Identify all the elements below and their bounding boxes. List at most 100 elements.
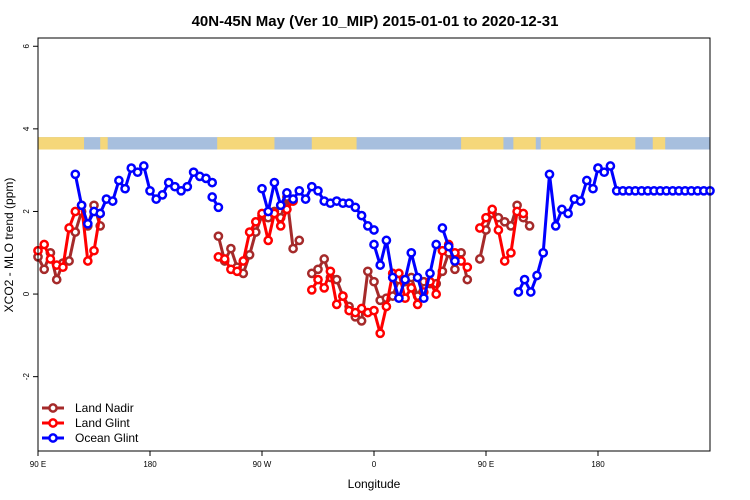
data-point-land-glint bbox=[350, 307, 361, 318]
y-tick-label: 2 bbox=[22, 209, 31, 214]
data-point-land-nadir bbox=[356, 316, 367, 326]
data-point-land-nadir bbox=[226, 243, 236, 254]
data-point-land-nadir bbox=[51, 274, 62, 285]
data-point-ocean-glint bbox=[362, 221, 373, 231]
legend-swatch-marker bbox=[48, 433, 58, 443]
legend-label: Land Glint bbox=[75, 416, 130, 430]
y-tick-label: 6 bbox=[22, 43, 31, 48]
data-point-ocean-glint bbox=[550, 221, 561, 231]
x-axis-label: Longitude bbox=[348, 477, 401, 491]
data-point-ocean-glint bbox=[151, 194, 162, 204]
data-point-ocean-glint bbox=[294, 185, 305, 196]
data-point-ocean-glint bbox=[207, 192, 218, 202]
data-point-land-nadir bbox=[288, 243, 298, 254]
series-ocean-glint bbox=[70, 161, 715, 304]
data-point-ocean-glint bbox=[282, 188, 292, 198]
land-band-segment bbox=[461, 137, 504, 150]
land-band-segment bbox=[311, 137, 357, 150]
data-point-land-glint bbox=[487, 204, 498, 215]
land-ocean-band bbox=[38, 137, 710, 150]
data-point-land-nadir bbox=[244, 249, 255, 260]
data-point-ocean-glint bbox=[431, 239, 442, 250]
data-point-ocean-glint bbox=[263, 206, 274, 217]
data-point-ocean-glint bbox=[425, 268, 435, 279]
data-point-ocean-glint bbox=[176, 185, 186, 196]
data-point-land-glint bbox=[319, 283, 330, 293]
data-point-ocean-glint bbox=[170, 181, 180, 192]
data-point-ocean-glint bbox=[525, 287, 536, 297]
data-point-ocean-glint bbox=[188, 167, 199, 178]
data-point-land-nadir bbox=[39, 264, 50, 275]
series-line-ocean-glint bbox=[372, 238, 438, 300]
data-point-land-glint bbox=[518, 208, 529, 219]
data-point-land-glint bbox=[481, 212, 491, 223]
data-point-land-glint bbox=[232, 266, 242, 277]
data-point-ocean-glint bbox=[450, 256, 460, 266]
x-axis: 90 E 180 90 W 0 90 E 180 bbox=[30, 451, 605, 469]
y-axis: -2 0 2 4 6 bbox=[22, 43, 38, 380]
data-point-land-glint bbox=[39, 239, 50, 250]
data-point-ocean-glint bbox=[201, 173, 211, 184]
data-point-land-nadir bbox=[213, 231, 224, 242]
data-point-land-glint bbox=[64, 223, 74, 233]
data-point-land-glint bbox=[244, 227, 255, 237]
data-point-ocean-glint bbox=[519, 274, 530, 285]
data-point-ocean-glint bbox=[563, 208, 573, 219]
data-point-ocean-glint bbox=[575, 196, 586, 206]
legend-swatch-marker bbox=[48, 403, 58, 413]
data-point-ocean-glint bbox=[145, 185, 155, 196]
land-band-segment bbox=[652, 137, 666, 150]
data-point-land-glint bbox=[369, 305, 379, 316]
data-point-ocean-glint bbox=[344, 198, 354, 209]
data-point-ocean-glint bbox=[114, 175, 124, 186]
data-point-ocean-glint bbox=[593, 163, 603, 173]
legend-label: Ocean Glint bbox=[75, 431, 139, 445]
data-point-land-nadir bbox=[362, 266, 373, 277]
data-point-ocean-glint bbox=[82, 218, 93, 229]
data-point-land-glint bbox=[313, 274, 323, 285]
data-point-ocean-glint bbox=[443, 241, 454, 252]
y-axis-label: XCO2 - MLO trend (ppm) bbox=[2, 178, 16, 313]
data-point-ocean-glint bbox=[605, 161, 616, 171]
data-point-ocean-glint bbox=[269, 177, 280, 188]
data-point-land-glint bbox=[238, 256, 249, 266]
data-point-ocean-glint bbox=[394, 293, 404, 304]
land-band-segment bbox=[513, 137, 536, 150]
data-point-ocean-glint bbox=[387, 272, 398, 283]
data-point-ocean-glint bbox=[288, 194, 298, 204]
data-point-ocean-glint bbox=[163, 177, 174, 188]
data-point-ocean-glint bbox=[76, 200, 87, 211]
data-point-land-nadir bbox=[64, 256, 74, 266]
data-point-land-glint bbox=[381, 301, 392, 312]
data-point-land-glint bbox=[406, 283, 417, 293]
x-tick-label: 180 bbox=[591, 460, 605, 469]
data-point-ocean-glint bbox=[132, 167, 143, 178]
data-point-land-nadir bbox=[450, 264, 460, 275]
legend-item-land-nadir: Land Nadir bbox=[42, 401, 134, 415]
data-point-land-glint bbox=[493, 225, 504, 235]
data-point-ocean-glint bbox=[300, 194, 311, 204]
data-point-ocean-glint bbox=[350, 202, 361, 213]
data-point-ocean-glint bbox=[369, 225, 379, 235]
data-point-ocean-glint bbox=[70, 169, 81, 180]
data-point-land-glint bbox=[506, 247, 516, 258]
data-point-land-glint bbox=[306, 285, 317, 295]
y-tick-label: -2 bbox=[22, 373, 31, 381]
data-point-land-nadir bbox=[319, 254, 330, 264]
data-point-land-glint bbox=[437, 245, 448, 256]
data-point-ocean-glint bbox=[544, 169, 555, 180]
data-point-land-glint bbox=[462, 262, 473, 273]
data-point-land-glint bbox=[499, 256, 510, 266]
data-point-land-nadir bbox=[70, 227, 81, 237]
data-point-ocean-glint bbox=[375, 260, 386, 270]
data-point-land-nadir bbox=[462, 274, 473, 285]
data-point-land-glint bbox=[70, 206, 81, 217]
y-tick-label: 0 bbox=[22, 291, 31, 296]
data-point-land-nadir bbox=[331, 274, 342, 285]
data-point-land-glint bbox=[263, 235, 274, 246]
data-point-land-nadir bbox=[499, 216, 510, 227]
data-point-ocean-glint bbox=[538, 247, 549, 258]
data-point-ocean-glint bbox=[437, 223, 448, 233]
